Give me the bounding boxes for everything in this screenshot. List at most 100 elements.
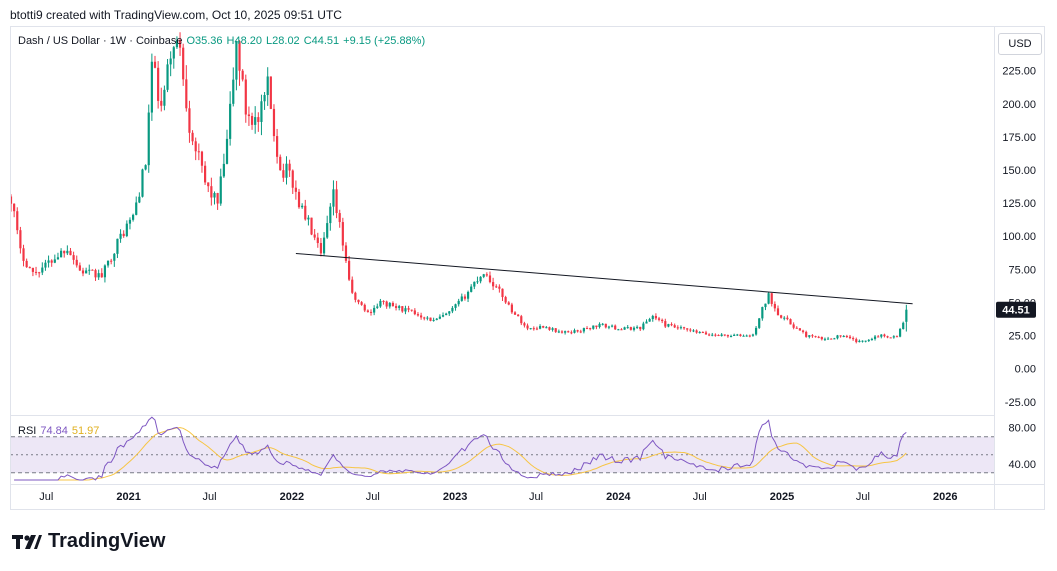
candle-body [898, 328, 902, 337]
candle-body [310, 217, 313, 235]
candle-body [288, 163, 291, 171]
candle-body [207, 182, 210, 187]
candle-body [391, 302, 395, 307]
candle-body [545, 327, 548, 329]
candle-body [617, 329, 620, 331]
price-axis-tick-label: 125.00 [1002, 198, 1036, 210]
candle-body [97, 273, 100, 278]
candle-body [861, 340, 864, 342]
candle-body [714, 334, 717, 336]
price-axis-tick-label: -25.00 [1005, 397, 1036, 409]
price-axis-tick-label: 25.00 [1008, 331, 1036, 343]
candle-body [495, 286, 498, 288]
candle-body [66, 250, 69, 254]
candle-body [103, 265, 107, 278]
candle-body [698, 332, 701, 334]
candle-body [360, 302, 363, 305]
candle-body [341, 222, 344, 246]
candle-body [172, 47, 175, 59]
candle-body [423, 317, 426, 319]
candle-body [657, 318, 661, 320]
price-axis-tick-label: 150.00 [1002, 165, 1036, 177]
candle-body [128, 219, 132, 224]
time-axis-tick-label: Jul [529, 491, 543, 503]
candle-body [163, 89, 166, 106]
candle-body [513, 312, 517, 315]
candle-body [610, 325, 614, 327]
candle-body [639, 326, 642, 330]
price-change: +9.15 (+25.88%) [343, 35, 426, 47]
price-axis-tick-label: 0.00 [1015, 364, 1036, 376]
candle-body [338, 213, 341, 223]
candle-body [203, 165, 207, 183]
candle-body [357, 299, 360, 303]
candle-body [222, 163, 225, 177]
candle-body [420, 315, 423, 318]
candle-body [285, 163, 288, 178]
candle-body [654, 315, 657, 319]
candle-body [244, 79, 247, 115]
candle-body [307, 217, 310, 220]
candle-body [110, 260, 113, 262]
candle-body [748, 335, 751, 337]
time-axis-tick-label: Jul [693, 491, 707, 503]
price-axis-tick-label: 175.00 [1002, 132, 1036, 144]
candle-body [413, 310, 416, 315]
price-axis-tick-label: 225.00 [1002, 66, 1036, 78]
candle-body [448, 311, 451, 314]
symbol-legend: Dash / US Dollar · 1W · Coinbase O35.36 … [18, 35, 425, 47]
tradingview-logo[interactable]: TradingView [12, 530, 165, 553]
candle-body [573, 330, 576, 333]
candle-body [272, 108, 276, 137]
candle-body [219, 176, 222, 204]
ohlc-low: L28.02 [266, 35, 300, 47]
candle-body [16, 211, 19, 231]
candle-body [229, 103, 232, 139]
candle-body [454, 304, 457, 308]
candle-body [213, 193, 216, 198]
candle-body [191, 132, 194, 142]
candle-body [842, 336, 845, 338]
candle-body [758, 318, 761, 328]
ohlc-close: C44.51 [303, 35, 340, 47]
candle-body [492, 282, 495, 287]
candle-body [85, 270, 88, 274]
candle-body [210, 186, 213, 198]
price-axis-tick-label: 75.00 [1008, 264, 1036, 276]
candle-body [178, 40, 182, 48]
candle-body [704, 332, 708, 335]
candle-body [579, 331, 582, 333]
symbol-name[interactable]: Dash / US Dollar · 1W · Coinbase [18, 35, 183, 47]
candle-body [241, 70, 244, 80]
candle-body [661, 319, 664, 322]
rsi-name[interactable]: RSI [18, 425, 37, 437]
candle-body [19, 230, 22, 249]
candle-body [238, 41, 241, 71]
candle-body [570, 332, 573, 334]
candle-body [116, 238, 119, 254]
candle-body [836, 335, 839, 339]
candle-body [329, 206, 332, 224]
candle-body [667, 324, 670, 327]
candle-body [257, 117, 260, 122]
candle-body [47, 260, 50, 263]
candle-body [301, 205, 304, 208]
candle-body [197, 151, 200, 153]
candle-body [332, 189, 335, 207]
candle-body [216, 193, 219, 204]
candle-body [805, 331, 808, 337]
time-axis-tick-label: 2025 [770, 491, 794, 503]
candle-body [429, 317, 432, 321]
time-axis-tick-label: Jul [203, 491, 217, 503]
currency-button[interactable]: USD [998, 33, 1042, 55]
candle-body [69, 250, 72, 256]
candle-body [682, 327, 686, 329]
candle-body [160, 100, 163, 106]
candle-body [28, 267, 31, 269]
chart-frame[interactable] [10, 26, 1045, 510]
candle-body [764, 303, 767, 308]
candle-body [551, 328, 554, 330]
candle-body [482, 274, 485, 277]
candle-body [141, 169, 144, 197]
